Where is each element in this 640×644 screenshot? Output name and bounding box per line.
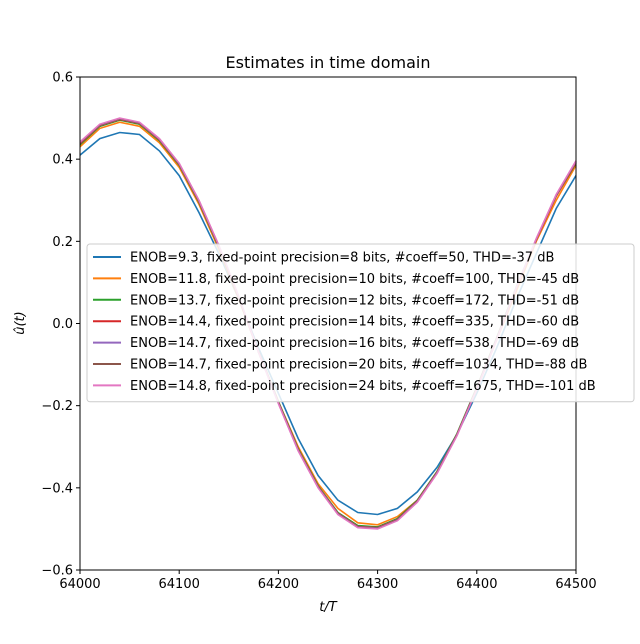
legend: ENOB=9.3, fixed-point precision=8 bits, … <box>86 243 635 403</box>
x-tick-label: 64200 <box>258 577 299 592</box>
y-tick-label: −0.6 <box>41 564 73 579</box>
y-tick-label: 0.0 <box>52 317 73 332</box>
legend-label-6: ENOB=14.7, fixed-point precision=20 bits… <box>130 358 587 373</box>
x-tick-label: 64100 <box>159 577 200 592</box>
legend-label-7: ENOB=14.8, fixed-point precision=24 bits… <box>130 379 596 394</box>
y-tick-label: 0.2 <box>52 235 73 250</box>
y-tick-label: 0.4 <box>52 153 73 168</box>
y-tick-label: −0.4 <box>41 481 73 496</box>
legend-label-4: ENOB=14.4, fixed-point precision=14 bits… <box>130 315 579 330</box>
chart-title: Estimates in time domain <box>226 53 431 72</box>
x-tick-label: 64400 <box>456 577 497 592</box>
legend-label-2: ENOB=11.8, fixed-point precision=10 bits… <box>130 272 579 287</box>
plot-area <box>79 76 577 571</box>
legend-box <box>86 243 635 403</box>
legend-label-1: ENOB=9.3, fixed-point precision=8 bits, … <box>130 251 554 266</box>
series-layer <box>79 117 577 530</box>
y-tick-label: −0.2 <box>41 399 73 414</box>
y-tick-label: 0.6 <box>52 71 73 86</box>
y-axis-ticks: −0.6 −0.4 −0.2 0.0 0.2 0.4 0.6 <box>41 71 80 579</box>
x-tick-label: 64500 <box>555 577 596 592</box>
x-tick-label: 64000 <box>59 577 100 592</box>
y-axis-label: û(t) <box>13 311 28 334</box>
x-tick-label: 64300 <box>357 577 398 592</box>
x-axis-label: t/T <box>319 600 337 615</box>
x-axis-ticks: 64000 64100 64200 64300 64400 64500 <box>59 570 597 592</box>
legend-label-5: ENOB=14.7, fixed-point precision=16 bits… <box>130 336 579 351</box>
legend-label-3: ENOB=13.7, fixed-point precision=12 bits… <box>130 293 579 308</box>
